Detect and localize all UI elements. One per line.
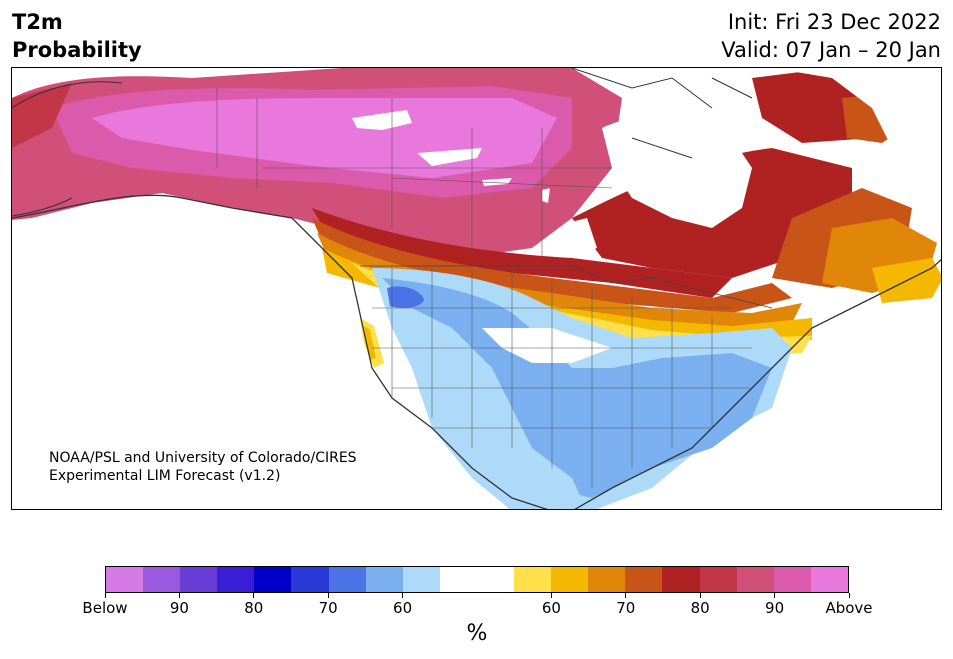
colorbar-below-segment-1 bbox=[143, 567, 181, 592]
colorbar-above-segment-8 bbox=[810, 567, 848, 592]
forecast-map: NOAA/PSL and University of Colorado/CIRE… bbox=[11, 67, 942, 510]
colorbar-below-segment-4 bbox=[254, 567, 292, 592]
arctic-islands bbox=[571, 68, 753, 159]
date-info: Init: Fri 23 Dec 2022 Valid: 07 Jan – 20… bbox=[721, 8, 941, 64]
hudson-bay bbox=[602, 117, 752, 228]
coastline bbox=[12, 194, 941, 509]
title-line-1: T2m bbox=[12, 10, 63, 34]
colorbar-below-segment-2 bbox=[180, 567, 218, 592]
colorbar-below-segment-0 bbox=[106, 567, 144, 592]
colorbar-tick-mark bbox=[550, 593, 552, 598]
colorbar-tick-label: 70 bbox=[318, 599, 338, 617]
great-lake-2 bbox=[417, 148, 482, 166]
west-coast-amber bbox=[364, 326, 376, 360]
colorbar-above-segment-4 bbox=[662, 567, 700, 592]
province-lines bbox=[216, 88, 613, 258]
greenland-interior bbox=[772, 68, 941, 197]
colorbar-unit: % bbox=[466, 621, 488, 646]
mexico-blue bbox=[432, 408, 587, 509]
us-canada-border bbox=[360, 265, 773, 309]
colorbar-tick-label: 60 bbox=[393, 599, 413, 617]
colorbar-tick-mark bbox=[253, 593, 255, 598]
alaska-coast bbox=[12, 81, 123, 217]
colorbar-tick-mark bbox=[774, 593, 776, 598]
band-red bbox=[312, 208, 732, 298]
colorbar-below-segment-8 bbox=[402, 567, 440, 592]
colorbar-tick-mark bbox=[625, 593, 627, 598]
colorbar-tick-label: 90 bbox=[169, 599, 189, 617]
colorbar-above-segment-7 bbox=[773, 567, 811, 592]
title-line-2: Probability bbox=[12, 38, 142, 62]
colorbar-tick-label: 60 bbox=[541, 599, 561, 617]
great-lake-4 bbox=[482, 178, 512, 186]
state-lines bbox=[372, 268, 752, 488]
credit-line-2: Experimental LIM Forecast (v1.2) bbox=[49, 468, 281, 484]
probability-colorbar bbox=[105, 566, 849, 593]
colorbar-tick-label: Above bbox=[825, 599, 873, 617]
colorbar-tick-label: 90 bbox=[765, 599, 785, 617]
colorbar-below-segment-6 bbox=[328, 567, 366, 592]
colorbar-tick-label: 80 bbox=[244, 599, 264, 617]
great-lake-3 bbox=[567, 218, 597, 253]
credit-line-1: NOAA/PSL and University of Colorado/CIRE… bbox=[49, 450, 357, 466]
chart-title: T2m Probability bbox=[12, 8, 142, 64]
colorbar-tick-mark bbox=[848, 593, 850, 598]
valid-range: Valid: 07 Jan – 20 Jan bbox=[721, 38, 941, 62]
init-date: Init: Fri 23 Dec 2022 bbox=[727, 10, 941, 34]
colorbar-tick-label: 70 bbox=[616, 599, 636, 617]
blue-core-region bbox=[387, 286, 424, 308]
great-lake-1 bbox=[352, 110, 412, 130]
neutral-gap bbox=[482, 328, 612, 363]
colorbar-tick-mark bbox=[402, 593, 404, 598]
colorbar-neutral-segment bbox=[439, 567, 515, 592]
great-lake-5 bbox=[542, 188, 550, 203]
colorbar-tick-mark bbox=[327, 593, 329, 598]
colorbar-tick-label: Below bbox=[82, 599, 128, 617]
colorbar-below-segment-3 bbox=[217, 567, 255, 592]
colorbar-tick-label: 80 bbox=[690, 599, 710, 617]
colorbar-below-segment-5 bbox=[291, 567, 329, 592]
colorbar-above-segment-6 bbox=[736, 567, 774, 592]
colorbar-below-segment-7 bbox=[365, 567, 403, 592]
colorbar-above-segment-1 bbox=[551, 567, 589, 592]
colorbar-tick-mark bbox=[699, 593, 701, 598]
colorbar-above-segment-0 bbox=[514, 567, 552, 592]
colorbar-above-segment-2 bbox=[588, 567, 626, 592]
colorbar-above-segment-3 bbox=[625, 567, 663, 592]
map-credit: NOAA/PSL and University of Colorado/CIRE… bbox=[49, 449, 357, 485]
colorbar-tick-mark bbox=[178, 593, 180, 598]
colorbar-above-segment-5 bbox=[699, 567, 737, 592]
map-svg bbox=[12, 68, 941, 509]
colorbar-tick-mark bbox=[104, 593, 106, 598]
